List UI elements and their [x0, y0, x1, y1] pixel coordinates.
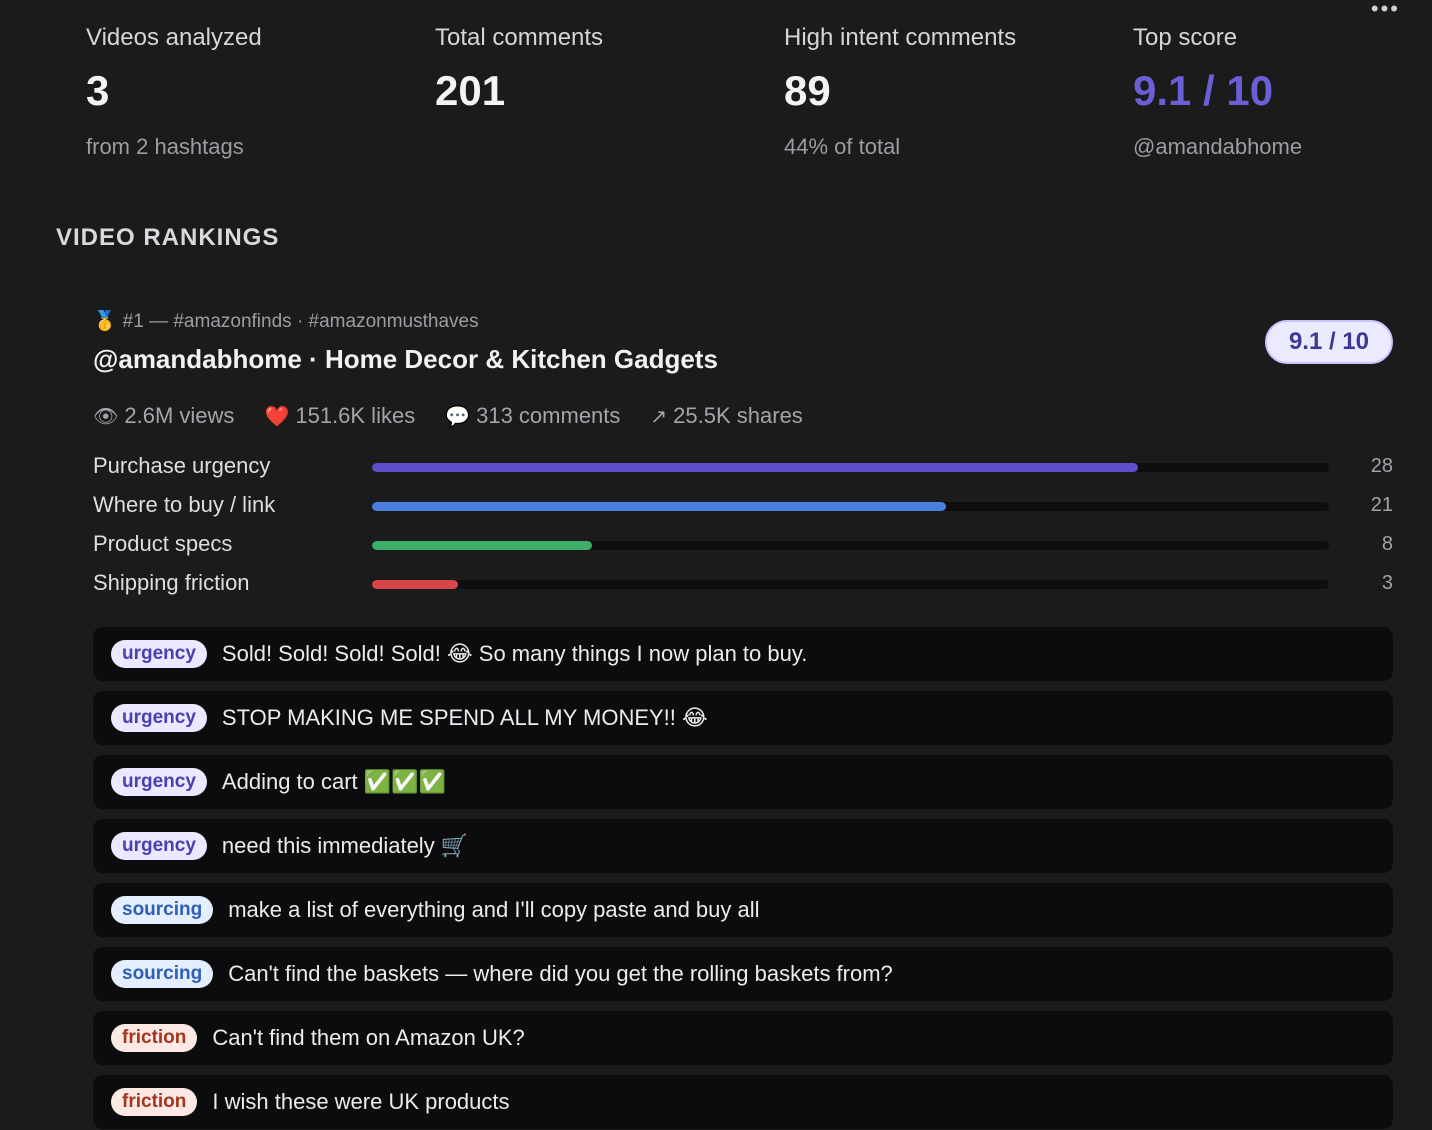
engagement-stats: 👁 2.6M views ❤️ 151.6K likes 💬 313 comments ↗ 2…: [93, 403, 1393, 429]
intent-bar-track: [372, 580, 1329, 589]
comment-row[interactable]: urgency STOP MAKING ME SPEND ALL MY MONEY…: [93, 691, 1393, 745]
intent-bar-fill: [372, 502, 947, 511]
comment-text: Can't find the baskets — where did you g…: [228, 961, 893, 986]
medal-icon: 🥇: [93, 311, 117, 332]
intent-bar-value: 8: [1381, 533, 1393, 555]
engagement-text: 313 comments: [476, 403, 621, 428]
intent-tag: friction: [111, 1088, 198, 1116]
comment-row[interactable]: sourcing make a list of everything and I'…: [93, 883, 1393, 937]
intent-bar-fill: [372, 580, 459, 589]
comment-text: I wish these were UK products: [212, 1089, 510, 1114]
intent-tag: sourcing: [111, 896, 214, 924]
comment-row[interactable]: urgency Adding to cart ✅✅✅: [93, 755, 1393, 809]
engagement-item: ❤️ 151.6K likes: [264, 403, 415, 429]
stat-value: 89: [784, 67, 831, 114]
speech-bubble-icon: 💬: [445, 405, 471, 428]
video-rank-hashtags: #1 — #amazonfinds · #amazonmusthaves: [122, 311, 479, 332]
comment-list: urgency Sold! Sold! Sold! Sold! 😂 So many…: [93, 627, 1393, 1129]
engagement-text: 151.6K likes: [295, 403, 416, 428]
section-title: VIDEO RANKINGS: [56, 224, 280, 251]
more-options-icon[interactable]: •••: [1370, 0, 1400, 21]
stat-subtext: from 2 hashtags: [86, 134, 244, 159]
engagement-text: 2.6M views: [124, 403, 235, 428]
comment-row[interactable]: friction Can't find them on Amazon UK?: [93, 1011, 1393, 1065]
engagement-text: 25.5K shares: [673, 403, 803, 428]
intent-tag: urgency: [111, 768, 207, 796]
intent-bar-value: 21: [1370, 494, 1393, 516]
intent-bar-label: Purchase urgency: [93, 453, 271, 478]
intent-bar-label: Shipping friction: [93, 570, 250, 595]
intent-bar-track: [372, 541, 1329, 550]
comment-text: Adding to cart ✅✅✅: [221, 769, 446, 794]
stat-subtext: 44% of total: [784, 134, 901, 159]
stat-subtext: @amandabhome: [1133, 134, 1303, 159]
intent-bar-fill: [372, 541, 593, 550]
comment-row[interactable]: friction I wish these were UK products: [93, 1075, 1393, 1129]
comment-text: Can't find them on Amazon UK?: [212, 1025, 525, 1050]
video-title[interactable]: @amandabhome · Home Decor & Kitchen Gadg…: [93, 344, 718, 374]
stat-value: 3: [86, 67, 110, 114]
intent-bar-value: 3: [1381, 572, 1393, 594]
intent-tag: sourcing: [111, 960, 214, 988]
intent-bar-track: [372, 463, 1329, 472]
stat-label: Total comments: [435, 24, 604, 51]
intent-bar-row: Shipping friction 3: [93, 568, 1393, 607]
engagement-item: 💬 313 comments: [445, 403, 620, 429]
share-arrow-icon: ↗: [650, 405, 668, 428]
stat-value: 201: [435, 67, 506, 114]
heart-icon: ❤️: [264, 405, 290, 428]
summary-stats: Videos analyzed 3 from 2 hashtags Total …: [0, 24, 1432, 164]
comment-text: Sold! Sold! Sold! Sold! 😂 So many things…: [221, 641, 808, 666]
intent-bar-fill: [372, 463, 1138, 472]
stat-total-comments: Total comments 201: [435, 24, 765, 134]
stat-top-score: Top score 9.1 / 10 @amandabhome: [1133, 24, 1432, 160]
stat-value: 9.1 / 10: [1133, 67, 1274, 114]
stat-videos-analyzed: Videos analyzed 3 from 2 hashtags: [86, 24, 416, 160]
score-badge: 9.1 / 10: [1264, 320, 1393, 364]
stat-label: Top score: [1133, 24, 1238, 51]
stat-label: High intent comments: [784, 24, 1017, 51]
stat-high-intent-comments: High intent comments 89 44% of total: [784, 24, 1114, 160]
intent-tag: urgency: [111, 640, 207, 668]
intent-bar-row: Where to buy / link 21: [93, 490, 1393, 529]
intent-bar-value: 28: [1370, 455, 1393, 477]
comment-row[interactable]: urgency need this immediately 🛒: [93, 819, 1393, 873]
comment-text: STOP MAKING ME SPEND ALL MY MONEY!! 😂: [221, 705, 708, 730]
comment-row[interactable]: sourcing Can't find the baskets — where d…: [93, 947, 1393, 1001]
intent-bar-row: Purchase urgency 28: [93, 451, 1393, 490]
engagement-item: ↗ 25.5K shares: [650, 403, 802, 429]
intent-breakdown: Purchase urgency 28 Where to buy / link 21 P…: [93, 451, 1393, 607]
intent-bar-label: Where to buy / link: [93, 492, 276, 517]
intent-bar-label: Product specs: [93, 531, 233, 556]
comment-row[interactable]: urgency Sold! Sold! Sold! Sold! 😂 So many…: [93, 627, 1393, 681]
intent-tag: friction: [111, 1024, 198, 1052]
intent-tag: urgency: [111, 832, 207, 860]
eye-icon: 👁: [93, 405, 119, 428]
intent-bar-row: Product specs 8: [93, 529, 1393, 568]
video-ranking-card[interactable]: 🥇 #1 — #amazonfinds · #amazonmusthaves @a…: [93, 308, 1393, 1130]
video-meta: 🥇 #1 — #amazonfinds · #amazonmusthaves: [93, 308, 1393, 336]
intent-bar-track: [372, 502, 1329, 511]
intent-tag: urgency: [111, 704, 207, 732]
engagement-item: 👁 2.6M views: [93, 403, 234, 429]
comment-text: need this immediately 🛒: [221, 833, 469, 858]
comment-text: make a list of everything and I'll copy …: [228, 897, 760, 922]
stat-label: Videos analyzed: [86, 24, 262, 51]
